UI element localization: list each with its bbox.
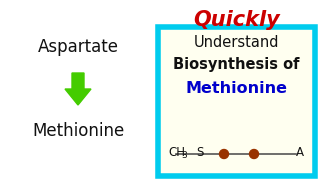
- Text: Biosynthesis of: Biosynthesis of: [173, 57, 300, 72]
- Text: S: S: [196, 147, 204, 159]
- Text: Quickly: Quickly: [194, 10, 280, 30]
- Circle shape: [250, 150, 259, 159]
- FancyBboxPatch shape: [158, 27, 315, 176]
- Text: Aspartate: Aspartate: [37, 38, 118, 56]
- Text: A: A: [296, 147, 304, 159]
- Circle shape: [220, 150, 228, 159]
- Text: Methionine: Methionine: [32, 122, 124, 140]
- Text: Understand: Understand: [194, 35, 279, 50]
- Text: 3: 3: [181, 152, 187, 161]
- Text: CH: CH: [168, 147, 185, 159]
- FancyArrow shape: [65, 73, 91, 105]
- Text: Methionine: Methionine: [186, 81, 287, 96]
